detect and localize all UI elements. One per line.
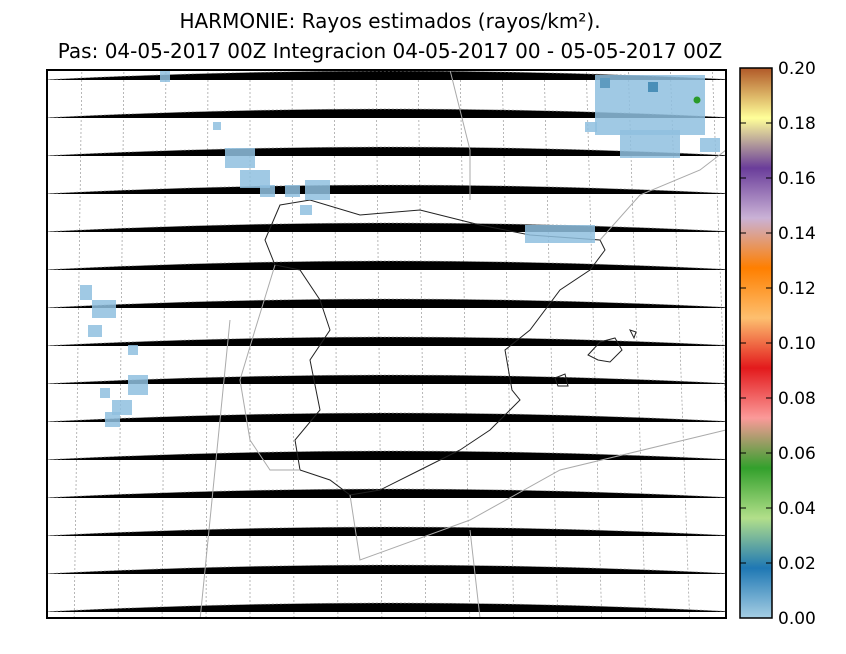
graticule <box>30 60 40 630</box>
colorbar-tick-label: 0.20 <box>778 59 816 79</box>
graticule <box>47 488 726 499</box>
map-frame <box>46 69 727 619</box>
precip-cell <box>105 412 120 427</box>
precip-cell <box>585 122 597 132</box>
precip-cell <box>240 170 270 188</box>
colorbar-tick-label: 0.00 <box>778 609 816 629</box>
precip-cell <box>88 325 102 337</box>
colorbar-tick-label: 0.14 <box>778 224 816 244</box>
precip-cell <box>80 285 92 300</box>
precip-cell <box>648 82 658 92</box>
colorbar-tick-label: 0.10 <box>778 334 816 354</box>
precip-cell <box>305 180 330 200</box>
graticule <box>47 184 726 195</box>
precip-cell <box>285 185 300 197</box>
colorbar-tick-label: 0.02 <box>778 554 816 574</box>
graticule <box>47 412 726 423</box>
graticule <box>47 602 726 613</box>
precip-cell <box>112 400 132 415</box>
precip-cell <box>92 300 116 318</box>
graticule <box>47 222 726 233</box>
graticule <box>47 526 726 537</box>
map <box>30 60 846 650</box>
graticule <box>838 60 846 630</box>
precip-cell <box>213 122 221 130</box>
precip-cell <box>700 138 720 152</box>
colorbar-tick-label: 0.18 <box>778 114 816 134</box>
precip-cell <box>260 185 275 197</box>
coastline <box>264 199 606 496</box>
graticule <box>47 260 726 271</box>
colorbar-tick-label: 0.04 <box>778 499 816 519</box>
coastline <box>554 329 637 387</box>
precip-cell <box>225 148 255 168</box>
colorbar-tick-label: 0.16 <box>778 169 816 189</box>
station <box>693 96 701 104</box>
precip-cell <box>620 130 680 158</box>
graticule <box>47 298 726 309</box>
precip-cell <box>525 225 595 243</box>
precip-cell <box>600 78 610 88</box>
graticule <box>40 641 740 650</box>
colorbar-tick-label: 0.06 <box>778 444 816 464</box>
precip-cell <box>300 205 312 215</box>
precip-cell <box>100 388 110 398</box>
graticule <box>712 70 726 432</box>
precip-cell <box>128 345 138 355</box>
colorbar-tick-label: 0.08 <box>778 389 816 409</box>
colorbar-tick-label: 0.12 <box>778 279 816 299</box>
subtitle: Pas: 04-05-2017 00Z Integracion 04-05-20… <box>58 39 722 63</box>
graticule <box>47 564 726 575</box>
precip-cell <box>160 70 170 82</box>
title: HARMONIE: Rayos estimados (rayos/km²). <box>179 9 600 33</box>
graticule <box>47 336 726 347</box>
border <box>199 70 726 618</box>
precip-cell <box>128 375 148 395</box>
